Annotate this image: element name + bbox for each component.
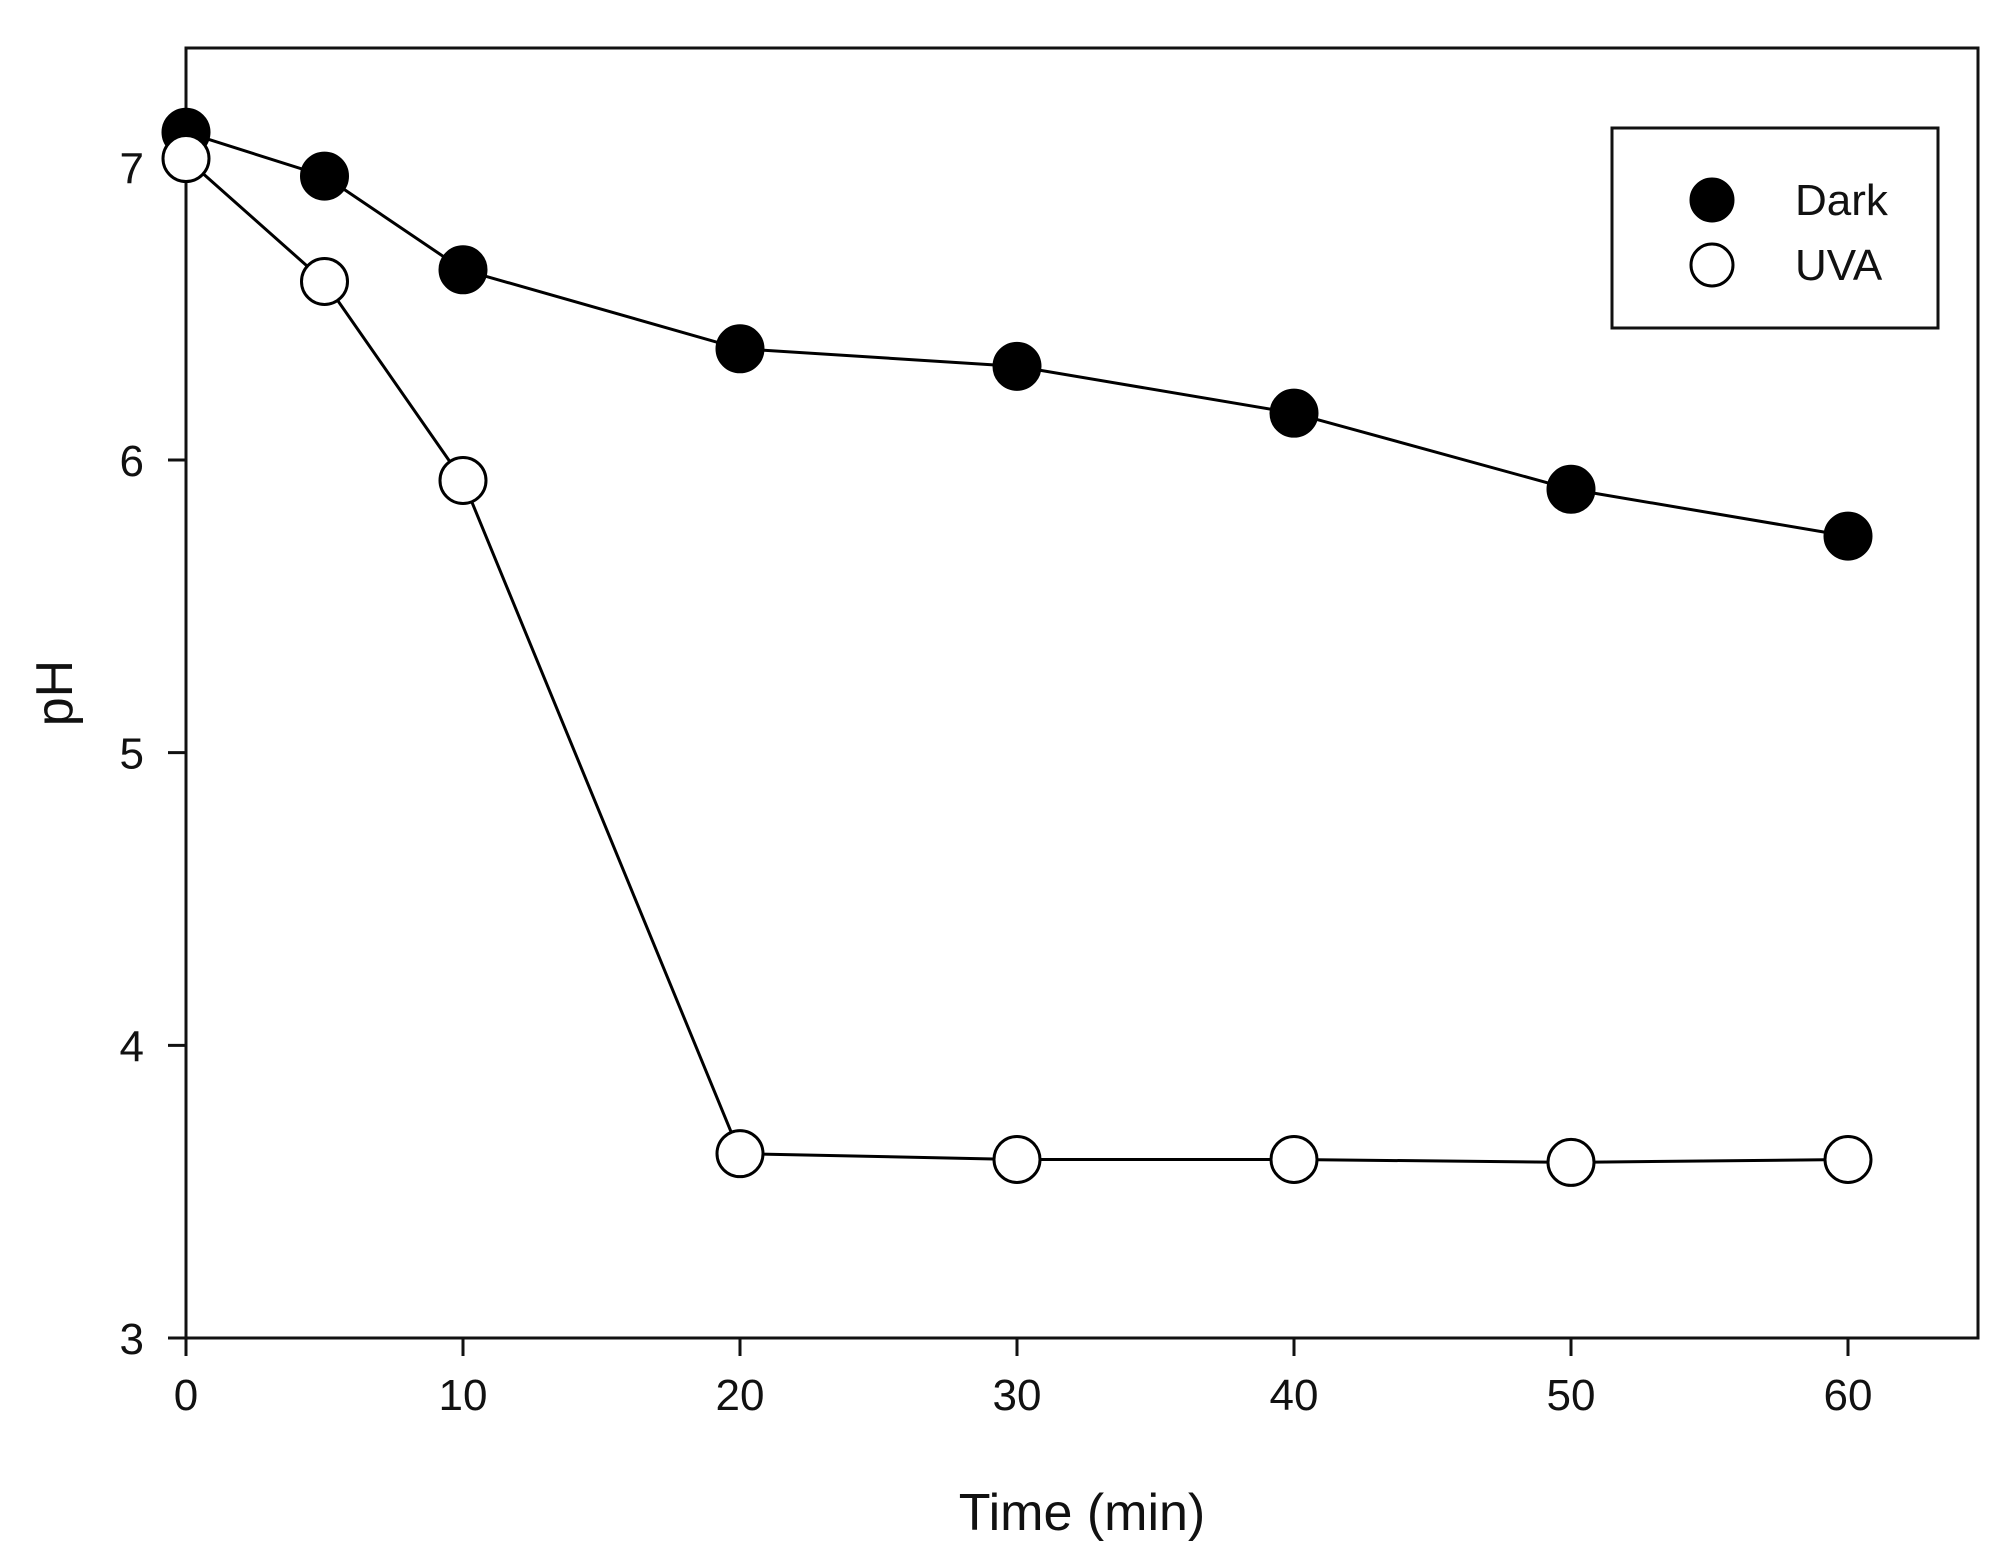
legend: Dark UVA <box>1610 126 1940 330</box>
y-tick-label-0: 3 <box>120 1315 144 1364</box>
legend-label-uva: UVA <box>1795 241 1883 290</box>
point-dark-2 <box>438 245 488 295</box>
series-line-dark <box>185 130 1849 538</box>
y-tick-label-2: 5 <box>120 730 144 779</box>
x-tick-label-3: 30 <box>993 1371 1042 1420</box>
point-uva-0 <box>161 134 211 184</box>
series-dark <box>161 107 1873 561</box>
x-tick-label-0: 0 <box>174 1371 198 1420</box>
point-dark-6 <box>1546 464 1596 514</box>
y-tick-label-4: 7 <box>120 144 144 193</box>
x-tick-label-5: 50 <box>1547 1371 1596 1420</box>
point-uva-5 <box>1269 1134 1319 1184</box>
series-layer <box>161 107 1873 1187</box>
legend-marker-uva <box>1689 242 1735 288</box>
point-dark-7 <box>1823 511 1873 561</box>
point-uva-1 <box>300 256 349 306</box>
x-tick-label-4: 40 <box>1270 1371 1319 1420</box>
series-line-uva <box>185 157 1849 1164</box>
x-axis-label: Time (min) <box>959 1484 1206 1542</box>
point-dark-1 <box>300 151 349 201</box>
legend-marker-dark <box>1689 177 1735 223</box>
plot-frame <box>184 46 1980 1340</box>
y-tick-label-1: 4 <box>120 1022 144 1071</box>
point-uva-3 <box>715 1129 765 1179</box>
x-tick-label-6: 60 <box>1824 1371 1873 1420</box>
y-tick-label-3: 6 <box>120 437 144 486</box>
point-uva-7 <box>1823 1134 1873 1184</box>
point-dark-4 <box>992 341 1042 391</box>
x-tick-label-1: 10 <box>439 1371 488 1420</box>
point-uva-2 <box>438 455 488 505</box>
y-axis-label: pH <box>26 660 84 726</box>
legend-label-dark: Dark <box>1795 176 1889 225</box>
point-dark-3 <box>715 324 765 374</box>
point-uva-4 <box>992 1134 1042 1184</box>
legend-box <box>1610 126 1940 330</box>
point-dark-5 <box>1269 388 1319 438</box>
axis-ticks: 0 10 20 30 40 50 60 3 4 5 6 7 <box>120 144 1873 1420</box>
x-tick-label-2: 20 <box>716 1371 765 1420</box>
point-uva-6 <box>1546 1137 1596 1187</box>
series-uva <box>161 134 1873 1187</box>
